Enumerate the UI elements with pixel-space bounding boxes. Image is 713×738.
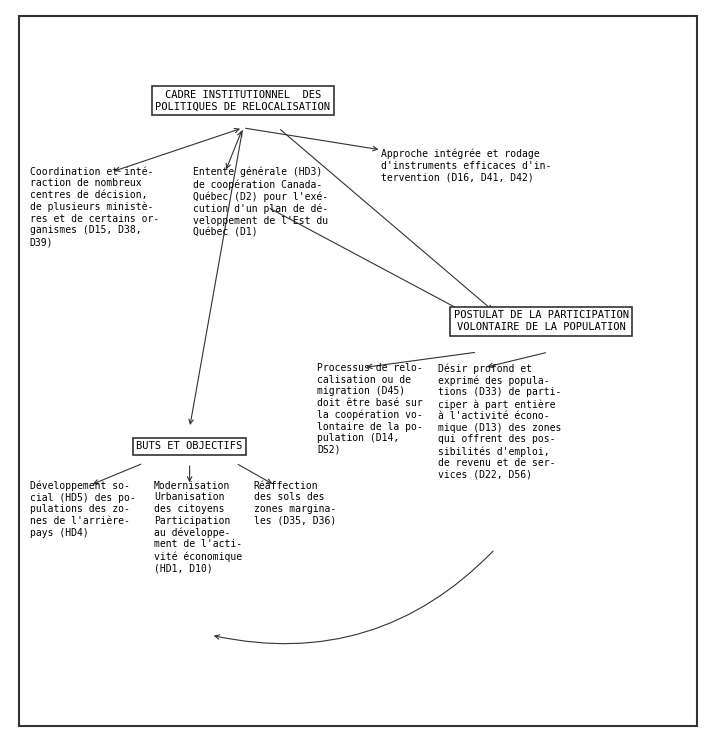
Text: Désir profond et
exprimé des popula-
tions (D33) de parti-
ciper à part entière
: Désir profond et exprimé des popula- tio… <box>438 363 562 480</box>
FancyBboxPatch shape <box>19 16 697 725</box>
Text: Approche intégrée et rodage
d'instruments efficaces d'in-
tervention (D16, D41, : Approche intégrée et rodage d'instrument… <box>381 148 552 182</box>
Text: Développement so-
cial (HD5) des po-
pulations des zo-
nes de l'arrière-
pays (H: Développement so- cial (HD5) des po- pul… <box>30 480 135 538</box>
Text: Modernisation
Urbanisation
des citoyens
Participation
au développe-
ment de l'ac: Modernisation Urbanisation des citoyens … <box>154 480 242 573</box>
FancyArrowPatch shape <box>215 551 493 644</box>
Text: Processus de relo-
calisation ou de
migration (D45)
doit être basé sur
la coopér: Processus de relo- calisation ou de migr… <box>317 363 424 455</box>
Text: Entente générale (HD3)
de coopération Canada-
Québec (D2) pour l'exé-
cution d'u: Entente générale (HD3) de coopération Ca… <box>193 167 328 237</box>
Text: Coordination et inté-
raction de nombreux
centres de décision,
de plusieurs mini: Coordination et inté- raction de nombreu… <box>30 167 159 247</box>
Text: BUTS ET OBJECTIFS: BUTS ET OBJECTIFS <box>136 441 242 451</box>
Text: POSTULAT DE LA PARTICIPATION
VOLONTAIRE DE LA POPULATION: POSTULAT DE LA PARTICIPATION VOLONTAIRE … <box>453 311 629 332</box>
Text: CADRE INSTITUTIONNEL  DES
POLITIQUES DE RELOCALISATION: CADRE INSTITUTIONNEL DES POLITIQUES DE R… <box>155 90 330 111</box>
Text: Réaffection
des sols des
zones margina-
les (D35, D36): Réaffection des sols des zones margina- … <box>254 480 336 525</box>
